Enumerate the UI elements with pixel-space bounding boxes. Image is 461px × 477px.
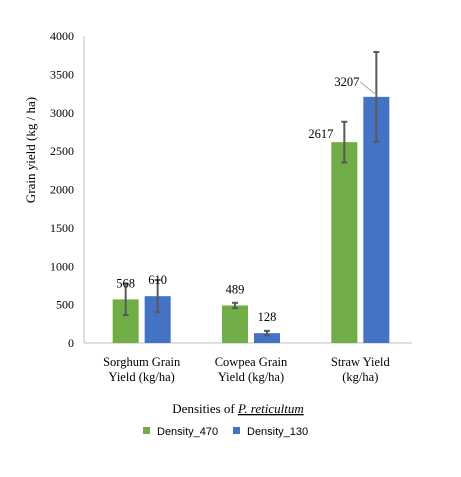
y-tick-label: 0 (68, 336, 74, 350)
error-bar (154, 279, 161, 314)
data-label: 2617 (308, 127, 333, 141)
legend-label: Density_470 (157, 426, 218, 438)
x-category-label-line: Yield (kg/ha) (218, 370, 284, 384)
x-category-label-line: Straw Yield (331, 355, 391, 369)
error-bar (122, 282, 129, 317)
x-axis-title: Densities of P. reticultum (172, 401, 303, 416)
x-axis-categories: Sorghum Grain Yield (kg/ha)Cowpea Grain Yi… (103, 355, 390, 384)
x-category-label: Straw Yield (kg/ha) (331, 355, 391, 384)
legend-label: Density_130 (247, 426, 308, 438)
legend-swatch (143, 427, 150, 434)
y-tick-label: 1500 (50, 221, 74, 235)
x-category-label-line: (kg/ha) (342, 370, 378, 384)
data-label: 610 (148, 273, 167, 287)
x-category-label-line: Cowpea Grain (215, 355, 288, 369)
y-tick-label: 1000 (50, 259, 74, 273)
y-tick-label: 4000 (50, 29, 74, 43)
error-bar (341, 120, 348, 164)
legend: Density_470 Density_130 (143, 426, 308, 438)
y-axis-title: Grain yield (kg / ha) (23, 97, 38, 203)
data-label-leader-line (360, 81, 377, 96)
data-label: 3207 (334, 75, 359, 89)
error-bars-layer (122, 50, 380, 337)
y-tick-label: 3500 (50, 67, 74, 81)
x-category-label: Cowpea Grain Yield (kg/ha) (215, 355, 288, 384)
y-tick-label: 500 (56, 298, 74, 312)
y-tick-label: 2500 (50, 144, 74, 158)
x-category-label: Sorghum Grain Yield (kg/ha) (103, 355, 181, 384)
data-label: 128 (258, 310, 277, 324)
data-labels-layer: 568 610 489 128 2617 3207 (116, 75, 377, 324)
error-bar (264, 329, 270, 337)
x-axis-title-species: P. reticultum (237, 401, 304, 416)
x-category-label-line: Sorghum Grain (103, 355, 181, 369)
error-bar (373, 50, 380, 143)
bar-density_130 (254, 333, 280, 343)
x-category-label-line: Yield (kg/ha) (109, 370, 175, 384)
bars-layer (112, 96, 390, 343)
legend-swatch (233, 427, 240, 434)
y-tick-label: 2000 (50, 183, 74, 197)
bar-density_470 (222, 305, 248, 343)
x-axis-title-prefix: Densities of (172, 401, 238, 416)
error-bar (232, 301, 238, 310)
y-tick-label: 3000 (50, 106, 74, 120)
data-label: 568 (116, 276, 135, 290)
bar-density_470 (331, 142, 358, 343)
y-axis-ticks: 0 500 1000 1500 2000 2500 3000 3500 4000 (50, 29, 74, 350)
data-label: 489 (226, 282, 245, 296)
